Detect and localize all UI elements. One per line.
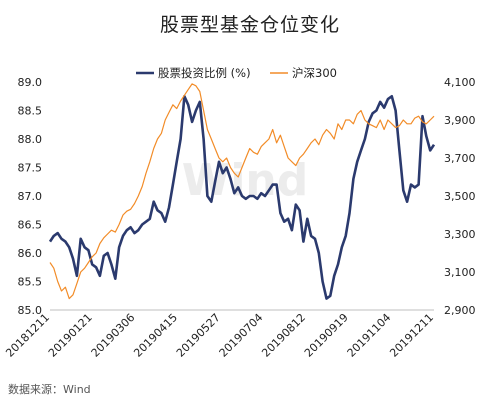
x-axis-tick-label: 20191104 bbox=[345, 311, 394, 360]
x-axis-tick-label: 20190704 bbox=[217, 311, 266, 360]
x-axis-tick-label: 20181211 bbox=[3, 311, 52, 360]
x-axis-tick-label: 20190121 bbox=[46, 311, 95, 360]
right-axis-tick-label: 3,700 bbox=[444, 152, 476, 165]
right-axis-tick-label: 3,900 bbox=[444, 114, 476, 127]
right-axis-tick-label: 2,900 bbox=[444, 304, 476, 317]
left-axis-tick-label: 85.5 bbox=[18, 276, 43, 289]
left-axis-tick-label: 87.5 bbox=[18, 162, 43, 175]
right-axis-tick-label: 3,100 bbox=[444, 266, 476, 279]
left-axis-tick-label: 86.5 bbox=[18, 219, 43, 232]
x-axis-tick-label: 20191211 bbox=[387, 311, 436, 360]
left-axis-tick-label: 88.5 bbox=[18, 105, 43, 118]
x-axis-tick-label: 20190812 bbox=[259, 311, 308, 360]
legend-label-csi300: 沪深300 bbox=[292, 66, 337, 80]
x-axis-tick-label: 20190306 bbox=[89, 311, 138, 360]
series-line-stock-ratio bbox=[48, 95, 436, 300]
left-axis-tick-label: 86.0 bbox=[18, 247, 43, 260]
right-axis-tick-label: 3,500 bbox=[444, 190, 476, 203]
left-axis-tick-label: 85.0 bbox=[18, 304, 43, 317]
legend-label-stock-ratio: 股票投资比例 (%) bbox=[158, 66, 251, 80]
left-axis-tick-label: 88.0 bbox=[18, 133, 43, 146]
right-axis-tick-label: 3,300 bbox=[444, 228, 476, 241]
x-axis-tick-label: 20190527 bbox=[174, 311, 223, 360]
series-line-csi300 bbox=[49, 83, 435, 300]
chart-title: 股票型基金仓位变化 bbox=[159, 14, 340, 36]
x-axis-tick-label: 20190919 bbox=[302, 311, 351, 360]
right-axis-tick-label: 4,100 bbox=[444, 76, 476, 89]
x-axis-tick-label: 20190415 bbox=[131, 311, 180, 360]
left-axis-tick-label: 89.0 bbox=[18, 76, 43, 89]
data-source-label: 数据来源：Wind bbox=[8, 383, 91, 396]
left-axis-tick-label: 87.0 bbox=[18, 190, 43, 203]
